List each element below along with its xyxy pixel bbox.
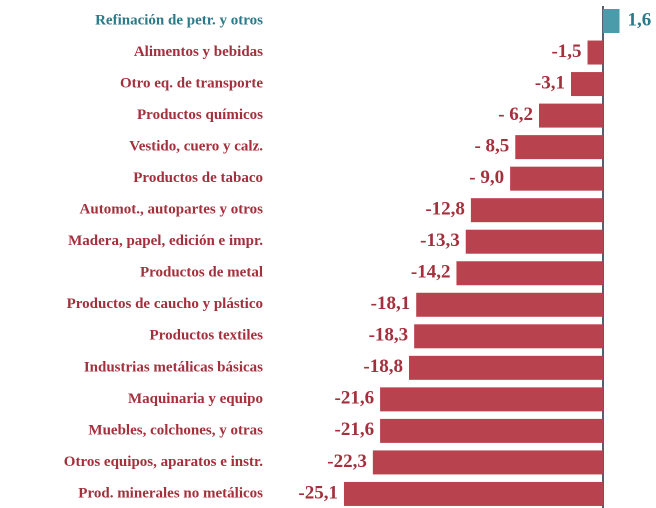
value-label: -13,3 [420,230,460,251]
bar [343,481,603,506]
category-label: Productos textiles [150,328,264,344]
bar [470,198,603,223]
value-label: -22,3 [327,451,367,472]
value-label: - 6,2 [498,104,533,125]
bar [603,9,620,33]
bar [456,261,603,286]
category-label: Otro eq. de transporte [120,75,263,91]
category-label: Productos químicos [137,107,263,123]
category-label: Prod. minerales no metálicos [78,485,263,501]
value-label: - 8,5 [474,135,509,156]
bar [571,72,603,97]
value-label: -21,6 [335,388,375,409]
category-label: Productos de caucho y plástico [67,296,263,312]
bar [539,103,603,128]
bar [587,40,603,65]
value-label: -12,8 [425,199,465,220]
category-label: Productos de metal [140,265,263,281]
bar [416,292,603,317]
category-label: Muebles, colchones, y otras [88,422,263,438]
category-label: Automot., autopartes y otros [80,202,264,218]
value-label: 1,6 [628,9,652,30]
value-label: -25,1 [298,482,338,503]
category-label: Refinación de petr. y otros [95,12,263,28]
bar [515,135,603,160]
bar [380,387,603,412]
bar [408,355,603,380]
category-label: Alimentos y bebidas [134,44,263,60]
bar [414,324,603,349]
value-label: -14,2 [411,262,451,283]
bar [465,229,603,254]
bar [380,418,603,443]
category-label: Maquinaria y equipo [128,391,263,407]
value-label: -18,1 [371,293,411,314]
value-label: -1,5 [551,41,581,62]
value-label: - 9,0 [469,167,504,188]
value-label: -18,3 [369,325,409,346]
category-label: Otros equipos, aparatos e instr. [64,454,263,470]
value-label: -21,6 [335,419,375,440]
category-label: Productos de tabaco [133,170,263,186]
category-label: Industrias metálicas básicas [84,359,263,375]
bar [510,166,603,191]
category-label: Madera, papel, edición e impr. [68,233,263,249]
category-label: Vestido, cuero y calz. [129,139,263,155]
value-label: -3,1 [535,72,565,93]
value-label: -18,8 [363,356,403,377]
bar [372,450,603,475]
